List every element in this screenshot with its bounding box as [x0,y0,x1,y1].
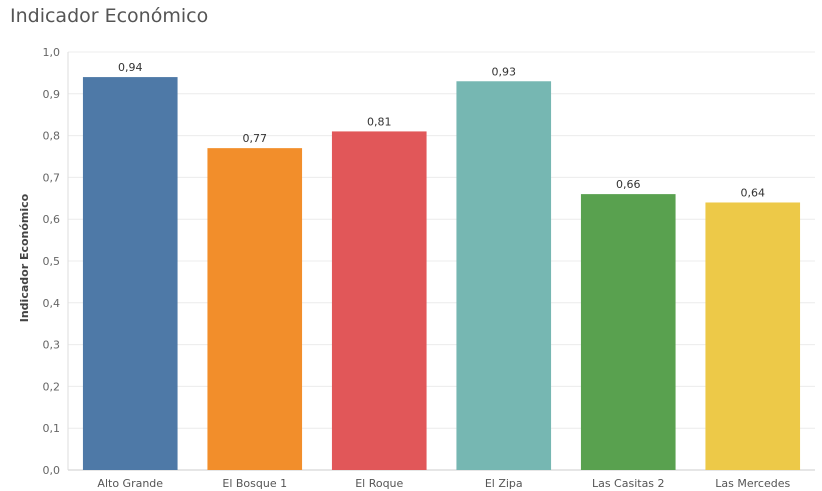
axes: 0,0 0,1 0,2 0,3 0,4 0,5 0,6 0,7 0,8 0,9 1,0 Alto Gr… [43,46,791,490]
x-category-label: Alto Grande [97,477,163,490]
data-label: 0,64 [741,186,766,199]
x-category-label: Las Casitas 2 [592,477,665,490]
bar [331,131,427,471]
y-tick-label: 0,3 [43,339,61,352]
y-tick-label: 0,1 [43,422,61,435]
y-tick-label: 0,5 [43,255,61,268]
x-category-label: Las Mercedes [715,477,790,490]
data-label: 0,94 [118,61,143,74]
x-category-label: El Bosque 1 [222,477,287,490]
gridlines [68,51,815,471]
y-tick-label: 0,7 [43,171,61,184]
y-tick-label: 0,6 [43,213,61,226]
x-category-label: El Roque [355,477,403,490]
y-tick-label: 0,9 [43,88,61,101]
y-axis-title: Indicador Económico [18,193,31,322]
x-category-label: El Zipa [485,477,523,490]
y-tick-label: 0,2 [43,380,61,393]
data-label: 0,77 [243,132,268,145]
y-tick-label: 0,4 [43,297,61,310]
data-label: 0,81 [367,115,392,128]
bar [580,194,676,470]
data-label: 0,93 [492,65,517,78]
y-tick-label: 1,0 [43,46,61,59]
y-tick-label: 0,8 [43,130,61,143]
data-label: 0,66 [616,178,641,191]
bar [207,148,303,470]
bars: 0,94 0,77 0,81 0,93 0,66 0,64 [82,61,801,471]
y-tick-label: 0,0 [43,464,61,477]
chart-title: Indicador Económico [10,5,209,27]
bar [456,81,552,470]
bar [82,77,178,470]
bar [705,202,801,471]
